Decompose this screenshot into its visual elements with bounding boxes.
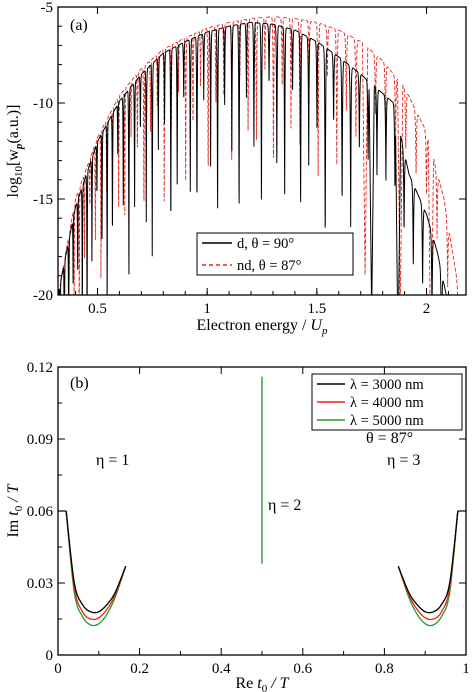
panel-b-ytick-label: 0.09 — [27, 432, 53, 448]
panel-b-ytick-label: 0.03 — [27, 576, 53, 592]
panel-a-xtick-label: 1.5 — [307, 301, 326, 317]
series-nd-line — [58, 16, 459, 295]
panel-a-ytick-label: -20 — [33, 288, 53, 304]
panel-a-xtick-label: 2 — [423, 301, 431, 317]
series-3000nm-eta1 — [65, 510, 127, 614]
panel-a-legend: d, θ = 90° nd, θ = 87° — [196, 232, 354, 276]
series-5000nm-eta1 — [65, 510, 127, 627]
panel-a-xtick-label: 0.5 — [88, 301, 107, 317]
panel-b-xtick-label: 0.6 — [293, 661, 312, 677]
annotation-eta-2: η = 2 — [268, 497, 301, 514]
panel-b-xtick-label: 0 — [54, 661, 62, 677]
panel-b-series — [58, 376, 466, 627]
annotation-eta-3: η = 3 — [387, 452, 420, 469]
panel-b-ytick-label: 0.06 — [27, 504, 54, 520]
panel-b-label: (b) — [70, 375, 89, 392]
panel-b-xtick-label: 1 — [462, 661, 470, 677]
panel-a-xtick-label: 1 — [203, 301, 211, 317]
panel-b-xlabel: Re t0 / T — [235, 675, 289, 692]
panel-b-xtick-label: 0.4 — [212, 661, 231, 677]
panel-a: 0.5 1 1.5 2-20-15-10-5 (a) log10[wp(a.u.)] … — [5, 0, 467, 337]
series-3000nm-eta3 — [397, 510, 459, 614]
panel-b-ticks: 0 0.2 0.4 0.6 0.8 1 0 0.03 0.06 0.09 0.12 — [27, 360, 470, 677]
panel-a-ytick-label: -5 — [41, 0, 54, 16]
legend-label-4000: λ = 4000 nm — [350, 395, 424, 411]
panel-b: 0 0.2 0.4 0.6 0.8 1 0 0.03 0.06 0.09 0.12 (b) Im t… — [5, 360, 470, 692]
legend-label-d: d, θ = 90° — [237, 236, 294, 252]
annotation-theta: θ = 87° — [366, 430, 413, 447]
panel-a-ticks: 0.5 1 1.5 2 -20 -15 -10 -5 — [33, 0, 466, 317]
panel-b-xtick-label: 0.2 — [130, 661, 149, 677]
panel-a-ylabel: log10[wp(a.u.)] — [5, 105, 25, 198]
panel-b-legend: λ = 3000 nm λ = 4000 nm λ = 5000 nm — [311, 373, 463, 431]
panel-a-frame — [57, 6, 467, 296]
panel-b-xtick-label: 0.8 — [375, 661, 394, 677]
legend-label-nd: nd, θ = 87° — [237, 258, 302, 274]
series-4000nm-eta1 — [65, 510, 127, 621]
panel-a-ytick-label: -15 — [33, 192, 53, 208]
panel-b-ytick-label: 0.12 — [27, 360, 53, 376]
panel-a-label: (a) — [70, 17, 88, 34]
legend-label-5000: λ = 5000 nm — [350, 413, 424, 429]
series-d-line — [58, 21, 447, 295]
panel-a-xlabel: Electron energy / Up — [197, 317, 328, 337]
panel-a-ytick-label: -10 — [33, 96, 53, 112]
panel-b-ytick-label: 0 — [46, 648, 54, 664]
panel-a-series — [58, 16, 459, 295]
annotation-eta-1: η = 1 — [96, 452, 129, 469]
panel-b-ylabel: Im t0 / T — [5, 483, 25, 537]
series-4000nm-eta3 — [397, 510, 459, 621]
legend-label-3000: λ = 3000 nm — [350, 377, 424, 393]
series-5000nm-eta3 — [397, 510, 459, 627]
